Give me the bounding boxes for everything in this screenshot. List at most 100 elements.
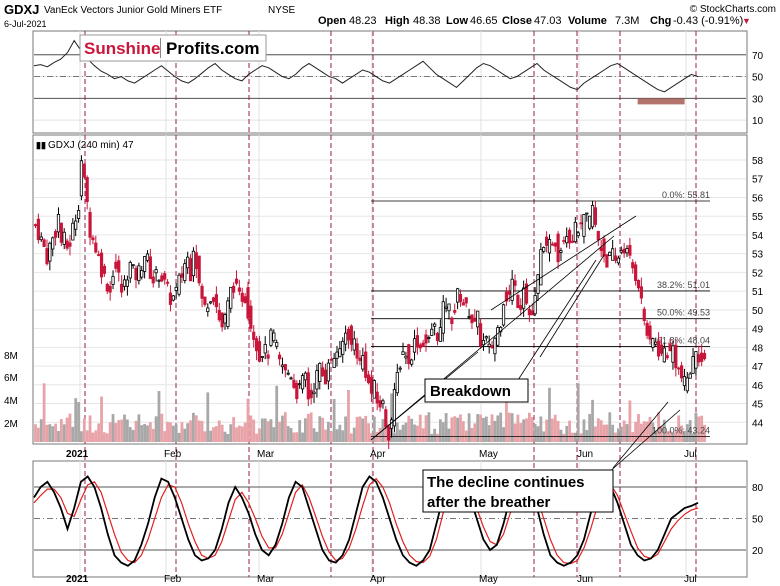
volume-bar — [266, 421, 270, 442]
volume-bar — [585, 430, 589, 442]
candle-body — [516, 294, 520, 309]
volume-bar — [510, 413, 514, 442]
fib-label: 38.2%: 51.01 — [657, 280, 710, 290]
candle-body — [642, 308, 646, 322]
price-panel — [32, 134, 748, 445]
volume-bar — [688, 420, 692, 442]
volume-bar — [605, 424, 609, 442]
volume-bar — [470, 427, 474, 442]
volume-bar — [619, 426, 623, 442]
candle-body — [298, 383, 302, 386]
volume-bar — [671, 432, 675, 442]
volume-bar — [123, 414, 126, 442]
volume-bar — [217, 420, 221, 442]
volume-bar — [252, 419, 256, 442]
candle-body — [71, 222, 75, 241]
candle-body — [625, 248, 629, 254]
candle-body — [651, 338, 655, 348]
rsi-oversold-fill — [637, 98, 685, 105]
candle-body — [355, 343, 359, 359]
candle-body — [56, 214, 61, 233]
axis-labels: 2021 2021 Feb Feb Mar Mar Apr Apr May May Jun Jun Ju… — [4, 51, 764, 585]
volume-bar — [473, 423, 477, 442]
candle-body — [229, 286, 233, 309]
volume-bar — [662, 419, 666, 442]
candle-body — [160, 275, 164, 282]
volume-bar — [550, 418, 554, 442]
candle-body — [702, 353, 707, 360]
candle-body — [496, 327, 500, 346]
volume-bar — [361, 418, 365, 442]
candle-body — [464, 297, 468, 304]
candle-body — [412, 338, 417, 353]
price-tick-label: 54 — [752, 231, 764, 242]
volume-bar — [611, 424, 615, 442]
rsi-tick-label: 30 — [752, 94, 764, 105]
candle-body — [206, 307, 210, 313]
volume-bar — [85, 430, 89, 442]
volume-bar — [576, 383, 580, 442]
breakdown-callout: Breakdown — [430, 383, 511, 400]
candle-body — [470, 314, 474, 324]
volume-bar — [151, 428, 155, 442]
candle-body — [79, 160, 84, 197]
volume-bar — [680, 425, 683, 442]
candle-body — [33, 224, 38, 227]
volume-bar — [533, 423, 537, 442]
candle-body — [665, 355, 669, 359]
volume-bar — [143, 423, 147, 442]
price-tick-label: 50 — [752, 306, 764, 317]
volume-bar — [703, 424, 706, 442]
volume-bar — [424, 415, 428, 442]
volume-bar — [240, 426, 244, 442]
x-tick-label-bottom: Mar — [257, 574, 275, 585]
candle-body — [125, 279, 129, 287]
volume-bar — [398, 429, 402, 442]
candle-body — [427, 337, 431, 339]
volume-bar — [516, 414, 520, 442]
volume-bar — [59, 419, 63, 442]
volume-bar — [384, 420, 388, 442]
volume-bar — [321, 417, 325, 442]
volume-bar — [416, 425, 419, 442]
volume-bar — [125, 419, 129, 442]
candle-body — [513, 280, 517, 286]
volume-bar — [220, 424, 224, 442]
candle-body — [619, 249, 623, 253]
volume-bar — [237, 425, 241, 442]
volume-bar — [608, 412, 612, 442]
high-label: High — [385, 15, 410, 27]
candle-body — [266, 354, 270, 359]
stochastic-indicator — [33, 473, 699, 567]
candle-body — [697, 354, 701, 363]
volume-bar — [134, 420, 138, 442]
candle-body — [203, 296, 207, 305]
candle-body — [654, 341, 658, 345]
candle-body — [418, 344, 422, 349]
price-legend: GDXJ (240 min) 47 — [48, 140, 134, 151]
volume-bar — [562, 433, 566, 442]
candle-body — [602, 238, 606, 257]
volume-bar — [433, 428, 437, 442]
candle-body — [223, 314, 227, 324]
candle-body — [163, 273, 167, 280]
candle-body — [481, 340, 486, 346]
candle-body — [338, 348, 342, 358]
volume-bar — [438, 419, 442, 442]
candle-body — [407, 344, 411, 365]
candle-body — [455, 288, 460, 303]
candle-body — [211, 297, 216, 302]
volume-bar — [212, 427, 215, 442]
volume-bar — [177, 432, 181, 442]
volume-bar — [625, 424, 629, 442]
volume-bar — [108, 422, 112, 442]
candle-body — [628, 245, 632, 256]
candle-body — [82, 163, 86, 178]
x-tick-label-bottom: Jul — [684, 574, 697, 585]
volume-bar — [513, 423, 517, 442]
fib-label: 61.8%: 48.04 — [657, 336, 710, 346]
volume-bar — [295, 432, 299, 442]
candle-body — [504, 291, 509, 302]
candle-body — [366, 374, 371, 384]
